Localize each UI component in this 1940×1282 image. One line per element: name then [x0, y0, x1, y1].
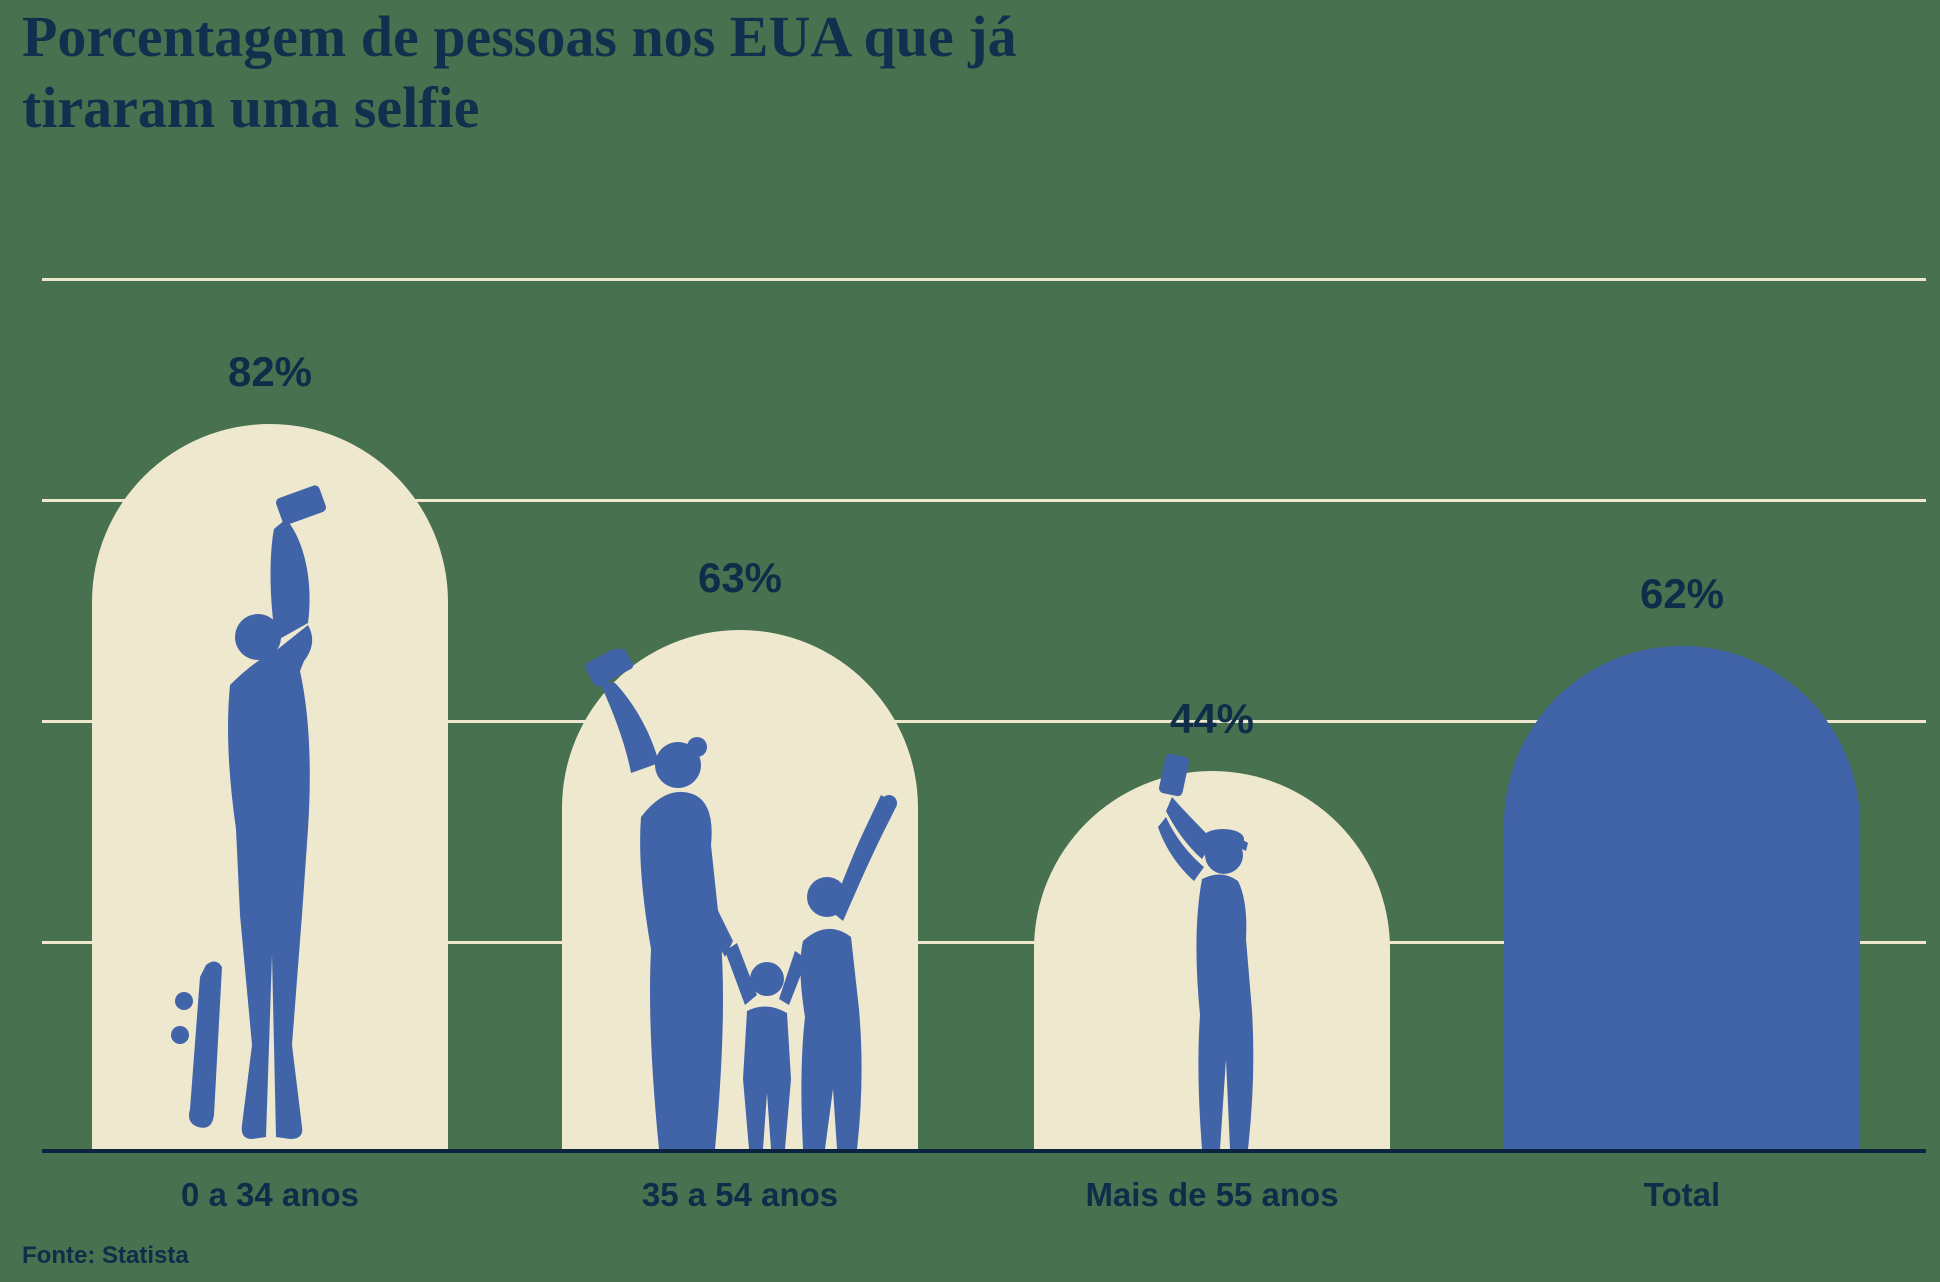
family-selfie-silhouette: [584, 649, 897, 1149]
bar-mais-de-55-anos: [1034, 753, 1390, 1149]
bar-value-label: 63%: [697, 554, 783, 601]
bar-value-label: 82%: [227, 348, 313, 395]
x-axis-line: [42, 1149, 1926, 1153]
gridline-75pct: [42, 499, 1926, 502]
gridline-50pct: [42, 720, 1926, 723]
skateboarder-selfie-silhouette: [171, 485, 326, 1139]
bar-category-label: 0 a 34 anos: [181, 1176, 359, 1213]
gridline-25pct: [42, 941, 1926, 944]
bar-0-a-34-anos: [92, 424, 448, 1149]
source-note: Fonte: Statista: [22, 1242, 189, 1269]
bar-value-label: 44%: [1169, 695, 1255, 742]
bar-category-label: Mais de 55 anos: [1085, 1176, 1339, 1213]
gridline-100pct: [42, 278, 1926, 281]
bar-category-label: Total: [1643, 1176, 1721, 1213]
chart-title: Porcentagem de pessoas nos EUA que já ti…: [22, 4, 1017, 140]
bar-35-a-54-anos: [562, 630, 918, 1149]
bar-value-label: 62%: [1639, 570, 1725, 617]
bar-total: [1504, 646, 1860, 1149]
senior-selfie-silhouette: [1158, 753, 1254, 1149]
bar-category-label: 35 a 54 anos: [641, 1176, 839, 1213]
